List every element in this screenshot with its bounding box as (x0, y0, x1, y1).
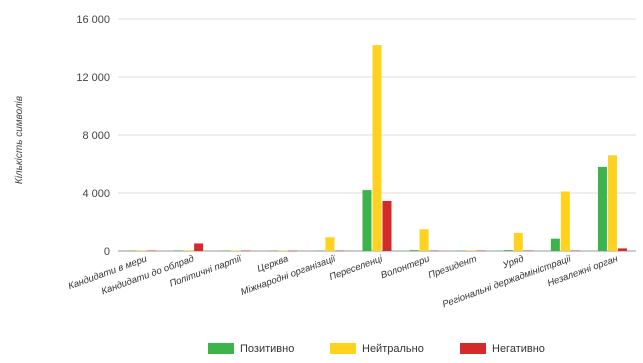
bar (523, 250, 533, 252)
bar (315, 250, 325, 252)
bar (221, 250, 231, 252)
bar (560, 191, 570, 251)
bar (241, 250, 251, 252)
bar (137, 250, 147, 251)
legend-swatch (330, 343, 356, 354)
legend-label: Негативно (492, 343, 545, 355)
legend: Позитивно Нейтрально Негативно (208, 343, 545, 355)
bar (429, 250, 439, 252)
y-tick-label: 12 000 (76, 72, 110, 84)
bar (184, 250, 194, 251)
x-tick-label: Волонтери (379, 253, 431, 281)
bar (476, 250, 486, 252)
bar (570, 250, 580, 252)
bar (325, 237, 335, 251)
bars (127, 45, 627, 252)
bar (409, 250, 419, 251)
bar (335, 250, 345, 252)
legend-label: Позитивно (240, 343, 294, 355)
x-tick-label: Міжнародні організації (239, 253, 338, 298)
bar (194, 243, 204, 251)
legend-swatch (208, 343, 234, 354)
legend-label: Нейтрально (362, 343, 424, 355)
bar (513, 232, 523, 251)
bar (617, 248, 627, 251)
bar (147, 250, 157, 252)
y-axis: 0 4 000 8 000 12 000 16 000 (76, 14, 110, 258)
x-tick-label: Переселенці (328, 253, 385, 283)
bar (503, 250, 513, 251)
y-tick-label: 4 000 (82, 188, 110, 200)
x-tick-label: Уряд (500, 253, 525, 271)
bar (174, 250, 184, 251)
x-tick-label: Президент (427, 253, 479, 281)
y-axis-label: Кількість символів (14, 96, 25, 184)
bar (597, 166, 607, 251)
bar (550, 238, 560, 251)
bar (466, 250, 476, 251)
bar (382, 200, 392, 251)
bar (127, 250, 137, 252)
bar (607, 155, 617, 251)
bar (268, 250, 278, 252)
legend-swatch (460, 343, 486, 354)
bar (362, 190, 372, 251)
y-tick-label: 16 000 (76, 14, 110, 26)
bar (372, 45, 382, 251)
bar (288, 250, 298, 252)
bar (456, 250, 466, 252)
bar (419, 229, 429, 251)
bar (278, 250, 288, 252)
y-tick-label: 8 000 (82, 130, 110, 142)
bar (231, 250, 241, 251)
y-tick-label: 0 (104, 246, 110, 258)
